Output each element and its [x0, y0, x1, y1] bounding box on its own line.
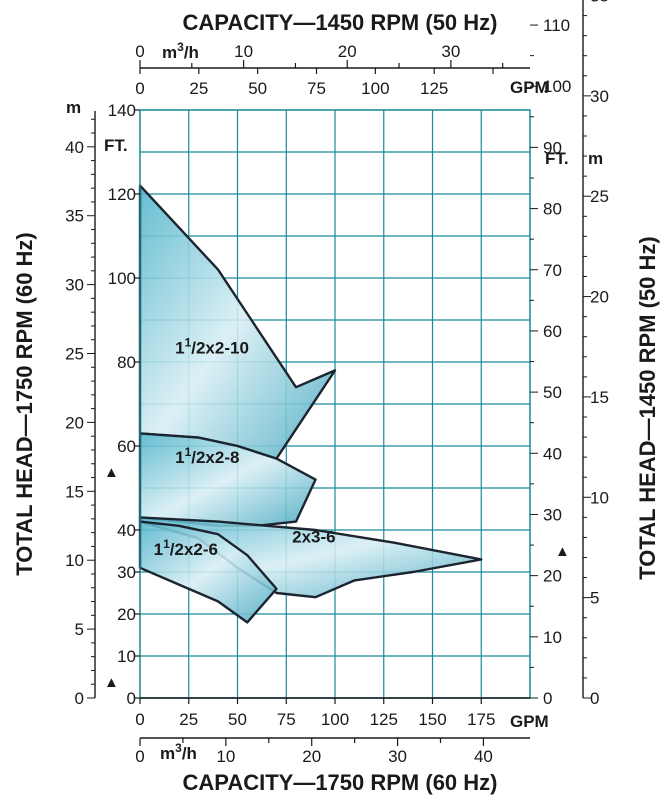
series-label-name: 1	[175, 339, 184, 358]
left-m-tick-label: 5	[75, 620, 84, 639]
right-m-tick-label: 15	[590, 388, 609, 407]
series-label-name: 1	[154, 540, 163, 559]
series-label: 11/2x2-6	[154, 537, 218, 559]
right-ft-tick-label: 50	[543, 383, 562, 402]
bottom-m3h-tick-label: 10	[216, 747, 235, 766]
bottom-m3h-tick-label: 30	[388, 747, 407, 766]
bottom-m3h-tick-label: 40	[474, 747, 493, 766]
series-label: 11/2x2-10	[175, 336, 249, 358]
top-gpm-tick-label: 0	[135, 79, 144, 98]
left-m-tick-label: 40	[65, 138, 84, 157]
right-ft-tick-label: 10	[543, 628, 562, 647]
left-ft-unit: FT.	[104, 136, 128, 155]
left-ft-tick-label: 10	[117, 647, 136, 666]
right-ft-tick-label: 0	[543, 689, 552, 708]
left-ft-tick-label: 20	[117, 605, 136, 624]
right-m-tick-label: 25	[590, 187, 609, 206]
series-label: 2x3-6	[292, 528, 336, 547]
left-ft-tick-label: 120	[108, 185, 136, 204]
left-m-tick-label: 35	[65, 207, 84, 226]
left-ft-tick-label: 60	[117, 437, 136, 456]
bottom-gpm-unit: GPM	[510, 712, 549, 731]
left-ft-tick-label: 0	[127, 689, 136, 708]
bottom-m3h-tick-label: 20	[302, 747, 321, 766]
right-ft-tick-label: 60	[543, 322, 562, 341]
bottom-gpm-tick-label: 0	[135, 710, 144, 729]
left-ft-tick-label: 140	[108, 101, 136, 120]
right-ft-tick-label: 110	[543, 16, 570, 35]
bottom-gpm-tick-label: 75	[277, 710, 296, 729]
bottom-gpm-tick-label: 25	[179, 710, 198, 729]
left-m-tick-label: 20	[65, 413, 84, 432]
top-m3h-tick-label: 20	[338, 42, 357, 61]
marker-triangle-right: ▲	[555, 543, 570, 560]
right-m-tick-label: 30	[590, 87, 609, 106]
bottom-gpm-tick-label: 150	[418, 710, 446, 729]
bottom-m3h-tick-label: 0	[135, 747, 144, 766]
series-label-sup: 1	[185, 336, 192, 350]
left-m-tick-label: 30	[65, 276, 84, 295]
series-label-name: 1	[175, 448, 184, 467]
series-label-rest: /2x2-10	[191, 339, 249, 358]
top-m3h-tick-label: 10	[234, 42, 253, 61]
left-m-tick-label: 15	[65, 482, 84, 501]
bottom-gpm-tick-label: 50	[228, 710, 247, 729]
left-title: TOTAL HEAD—1750 RPM (60 Hz)	[12, 232, 37, 576]
bottom-gpm-tick-label: 125	[370, 710, 398, 729]
series-label-rest: x3-6	[302, 528, 336, 547]
right-m-tick-label: 5	[590, 589, 599, 608]
bottom-gpm-tick-label: 175	[467, 710, 495, 729]
series-label-sup: 1	[185, 445, 192, 459]
right-m-tick-label: 35	[590, 0, 609, 6]
right-ft-tick-label: 80	[543, 200, 562, 219]
top-title: CAPACITY—1450 RPM (50 Hz)	[183, 10, 498, 35]
series-label-rest: /2x2-8	[191, 448, 239, 467]
right-ft-tick-label: 40	[543, 444, 562, 463]
top-m3h-tick-label: 0	[135, 42, 144, 61]
top-gpm-unit: GPM	[510, 78, 549, 97]
left-ft-tick-label: 40	[117, 521, 136, 540]
top-m3h-tick-label: 30	[441, 42, 460, 61]
top-gpm-tick-label: 50	[248, 79, 267, 98]
bottom-gpm-tick-label: 100	[321, 710, 349, 729]
right-ft-tick-label: 90	[543, 138, 562, 157]
top-gpm-tick-label: 125	[420, 79, 448, 98]
series-label-name: 2	[292, 528, 301, 547]
top-gpm-tick-label: 25	[189, 79, 208, 98]
left-m-unit: m	[66, 98, 81, 117]
right-m-unit: m	[588, 149, 603, 168]
left-ft-tick-label: 100	[108, 269, 136, 288]
series-label-sup: 1	[163, 537, 170, 551]
right-m-tick-label: 10	[590, 488, 609, 507]
right-ft-tick-label: 100	[543, 77, 571, 96]
left-ft-tick-label: 30	[117, 563, 136, 582]
marker-triangle-left-upper: ▲	[104, 464, 119, 481]
right-m-tick-label: 0	[590, 689, 599, 708]
left-ft-tick-label: 80	[117, 353, 136, 372]
right-ft-unit: FT.	[545, 149, 569, 168]
bottom-title: CAPACITY—1750 RPM (60 Hz)	[183, 770, 498, 795]
right-ft-tick-label: 20	[543, 567, 562, 586]
top-gpm-tick-label: 100	[361, 79, 389, 98]
right-ft-tick-label: 30	[543, 505, 562, 524]
right-title: TOTAL HEAD—1450 RPM (50 Hz)	[635, 236, 660, 580]
left-m-tick-label: 25	[65, 345, 84, 364]
top-m3h-unit: m3/h	[162, 40, 199, 62]
marker-triangle-left-lower: ▲	[104, 674, 119, 691]
series-label: 11/2x2-8	[175, 445, 239, 467]
left-m-tick-label: 10	[65, 551, 84, 570]
top-gpm-tick-label: 75	[307, 79, 326, 98]
left-m-tick-label: 0	[75, 689, 84, 708]
region-1-1-2x2-6	[138, 520, 278, 624]
bottom-m3h-unit: m3/h	[160, 741, 197, 763]
series-label-rest: /2x2-6	[170, 540, 218, 559]
right-ft-tick-label: 70	[543, 261, 562, 280]
curve-regions	[138, 184, 483, 624]
right-m-tick-label: 20	[590, 288, 609, 307]
